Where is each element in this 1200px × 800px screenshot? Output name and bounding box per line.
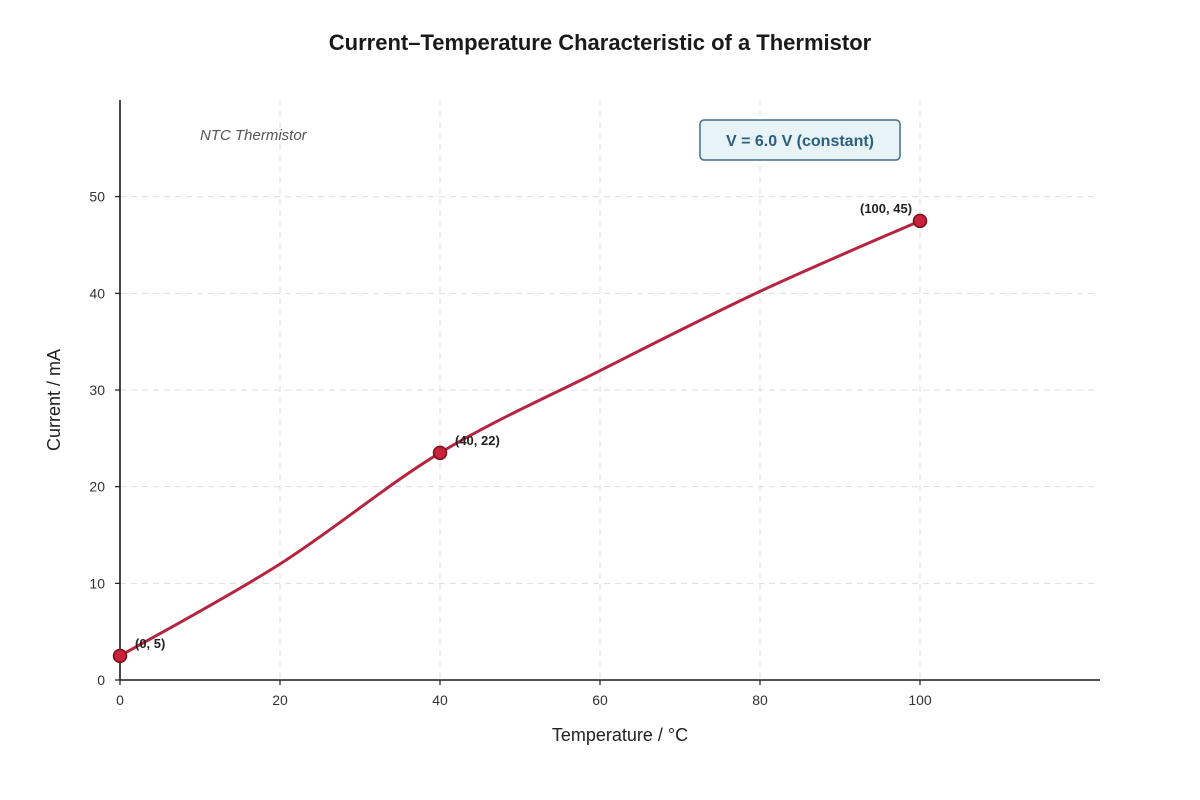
series-layer	[118, 219, 922, 658]
y-tick-label-30: 30	[89, 382, 105, 398]
y-tick-label-50: 50	[89, 189, 105, 205]
x-tick-label-80: 80	[752, 692, 768, 708]
series-line-0	[118, 219, 922, 658]
chart-title: Current–Temperature Characteristic of a …	[329, 30, 872, 55]
data-point-0	[112, 648, 128, 664]
x-tick-label-40: 40	[432, 692, 448, 708]
x-tick-label-100: 100	[908, 692, 932, 708]
data-point-label-2: (100, 45)	[860, 201, 912, 216]
data-point-label-1: (40, 22)	[455, 433, 500, 448]
grid-layer	[120, 100, 1096, 680]
x-tick-label-0: 0	[116, 692, 124, 708]
voltage-callout-text: V = 6.0 V (constant)	[726, 133, 874, 150]
y-tick-label-10: 10	[89, 575, 105, 591]
data-point-1	[432, 445, 448, 461]
ticks-layer: 0 20 40 60 80 100 0 10 20 30 40 50	[89, 189, 931, 708]
y-axis-label: Current / mA	[44, 349, 64, 451]
points-layer: (0, 5) (40, 22) (100, 45)	[112, 201, 928, 664]
x-tick-label-60: 60	[592, 692, 608, 708]
y-tick-label-20: 20	[89, 479, 105, 495]
voltage-callout-box	[699, 119, 901, 161]
x-tick-label-20: 20	[272, 692, 288, 708]
data-point-label-0: (0, 5)	[135, 636, 165, 651]
x-axis-label: Temperature / °C	[552, 725, 688, 745]
data-point-2	[912, 213, 928, 229]
ntc-annotation: NTC Thermistor	[200, 127, 308, 144]
y-tick-label-40: 40	[89, 285, 105, 301]
y-tick-label-0: 0	[97, 672, 105, 688]
voltage-callout: V = 6.0 V (constant)	[699, 119, 901, 161]
